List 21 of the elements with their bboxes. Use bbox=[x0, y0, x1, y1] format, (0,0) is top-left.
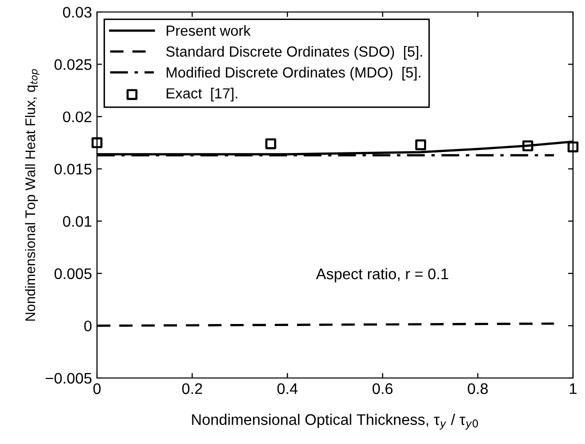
x-tick-label: 0.2 bbox=[182, 383, 202, 394]
y-tick-label: 0.005 bbox=[54, 268, 92, 280]
legend-label: Exact [17]. bbox=[166, 88, 238, 102]
y-tick-label: 0.03 bbox=[63, 6, 92, 18]
x-tick-label: 0.4 bbox=[277, 383, 298, 394]
x-axis-title: Nondimensional Optical Thickness, τ$_{y}$ / τ$_{y0}$ bbox=[192, 414, 478, 430]
legend-label: Standard Discrete Ordinates (SDO) [5]. bbox=[166, 46, 422, 60]
y-axis-title: Nondimensional Top Wall Heat Flux, q$_{top}$ bbox=[24, 69, 40, 321]
y-tick-label: 0.025 bbox=[54, 59, 92, 70]
y-tick-label: 0.01 bbox=[63, 216, 92, 227]
annotation: Aspect ratio, r = 0.1 bbox=[316, 268, 448, 282]
x-tick-label: 0.8 bbox=[468, 383, 488, 394]
x-tick-label: 0.6 bbox=[372, 383, 393, 394]
legend-label: Present work bbox=[166, 25, 251, 36]
y-tick-label: 0.02 bbox=[63, 111, 92, 122]
legend-label: Modified Discrete Ordinates (MDO) [5]. bbox=[166, 66, 420, 80]
x-tick-label: 1 bbox=[570, 383, 577, 394]
y-tick-label: −0.005 bbox=[46, 372, 92, 384]
y-tick-label: 0.015 bbox=[54, 164, 92, 175]
x-tick-label: 0 bbox=[93, 383, 101, 394]
y-tick-label: 0 bbox=[84, 320, 92, 332]
